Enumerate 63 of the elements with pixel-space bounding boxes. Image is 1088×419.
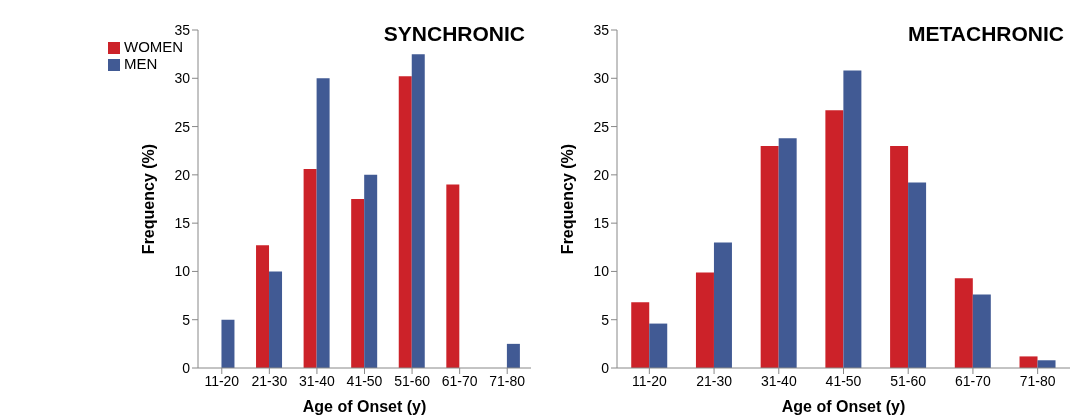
- y-tick-label: 0: [601, 359, 610, 376]
- bar: [316, 78, 330, 368]
- bar: [908, 182, 927, 368]
- y-tick-label: 10: [593, 263, 610, 280]
- x-tick-label: 61-70: [955, 372, 992, 389]
- x-tick-label: 31-40: [760, 372, 797, 389]
- y-tick-label: 5: [182, 311, 191, 328]
- bar: [972, 294, 991, 368]
- y-tick-label: 15: [174, 215, 191, 232]
- bar: [256, 245, 270, 368]
- bar: [825, 110, 844, 368]
- y-tick-label: 35: [174, 21, 191, 38]
- y-tick-label: 20: [174, 166, 191, 183]
- y-tick-label: 25: [593, 118, 610, 135]
- x-tick-label: 71-80: [1019, 372, 1056, 389]
- bar: [890, 145, 909, 368]
- bar: [364, 174, 378, 368]
- bar: [695, 272, 714, 368]
- bar: [446, 184, 460, 368]
- y-tick-label: 25: [174, 118, 191, 135]
- bar: [649, 323, 668, 368]
- bar: [713, 242, 732, 368]
- x-tick-label: 41-50: [825, 372, 862, 389]
- chart-title: SYNCHRONIC: [383, 22, 525, 46]
- bar: [1019, 356, 1038, 368]
- x-axis-title: Age of Onset (y): [781, 398, 906, 415]
- y-axis-title: Frequency (%): [139, 143, 157, 255]
- bar: [631, 302, 650, 368]
- bar: [303, 169, 317, 368]
- bar: [778, 138, 797, 368]
- x-tick-label: 41-50: [346, 372, 383, 389]
- x-tick-label: 61-70: [441, 372, 478, 389]
- bar: [843, 70, 862, 368]
- bar: [506, 343, 520, 368]
- bar: [398, 76, 412, 368]
- chart-title: METACHRONIC: [908, 22, 1064, 46]
- x-tick-label: 11-20: [204, 372, 240, 389]
- x-tick-label: 71-80: [489, 372, 526, 389]
- y-axis-title: Frequency (%): [558, 143, 576, 255]
- bar: [269, 271, 283, 368]
- y-tick-label: 10: [174, 263, 191, 280]
- x-tick-label: 11-20: [631, 372, 667, 389]
- y-tick-label: 30: [593, 70, 610, 87]
- x-axis-title: Age of Onset (y): [302, 398, 427, 415]
- y-tick-label: 15: [593, 215, 610, 232]
- bar: [954, 278, 973, 368]
- legend-label: WOMEN: [124, 38, 184, 55]
- x-tick-label: 31-40: [299, 372, 336, 389]
- y-tick-label: 0: [182, 359, 191, 376]
- x-tick-label: 51-60: [394, 372, 431, 389]
- x-tick-label: 51-60: [890, 372, 927, 389]
- y-tick-label: 20: [593, 166, 610, 183]
- bar: [1037, 360, 1056, 368]
- y-tick-label: 35: [593, 21, 610, 38]
- legend-label: MEN: [124, 55, 158, 72]
- bar: [760, 145, 779, 368]
- y-tick-label: 5: [601, 311, 610, 328]
- x-tick-label: 21-30: [696, 372, 733, 389]
- bar: [351, 199, 365, 368]
- bar: [221, 319, 235, 368]
- x-tick-label: 21-30: [251, 372, 288, 389]
- bar: [411, 54, 425, 368]
- y-tick-label: 30: [174, 70, 191, 87]
